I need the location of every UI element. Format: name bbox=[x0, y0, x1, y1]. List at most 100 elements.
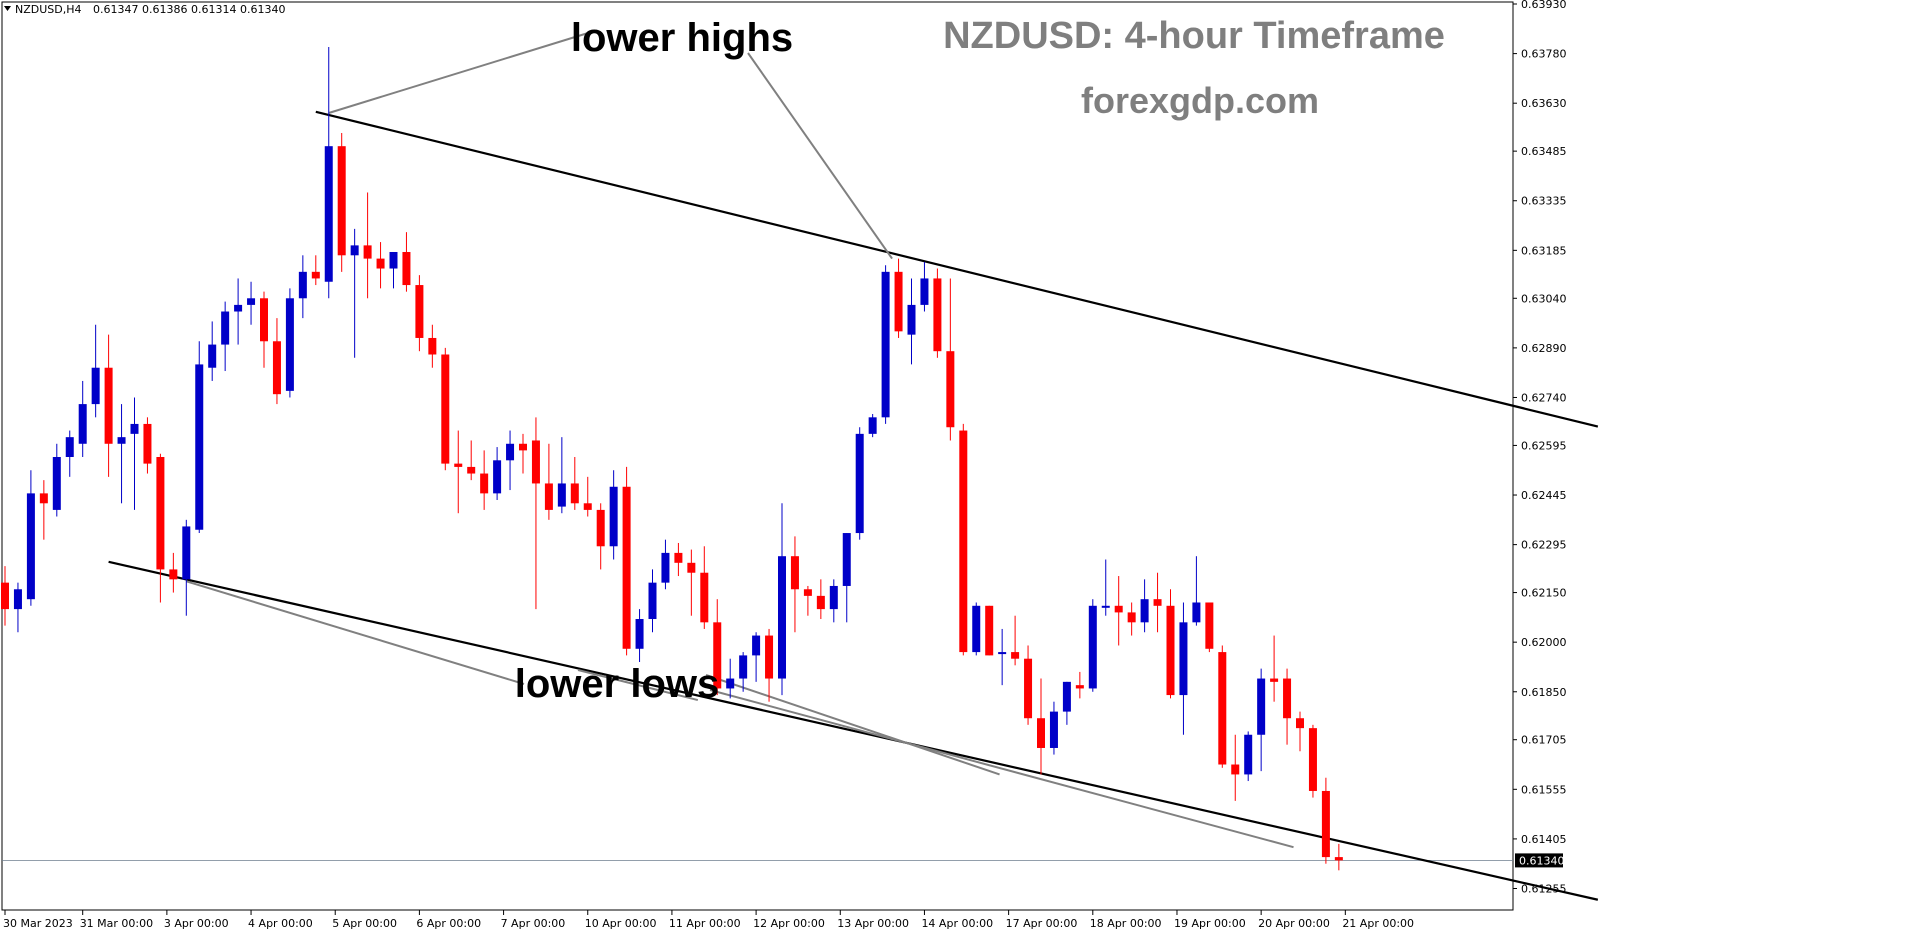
candle bbox=[1205, 602, 1214, 653]
candle bbox=[1024, 645, 1033, 725]
x-tick-label: 3 Apr 00:00 bbox=[164, 917, 229, 930]
candle bbox=[1037, 678, 1045, 775]
candle bbox=[156, 453, 165, 603]
trendline-lower[interactable] bbox=[108, 560, 1599, 901]
candle-body bbox=[221, 311, 230, 345]
candle bbox=[713, 599, 722, 696]
y-tick-label: 0.63040 bbox=[1521, 292, 1567, 305]
y-tick-label: 0.63485 bbox=[1521, 145, 1567, 158]
y-tick-label: 0.62295 bbox=[1521, 539, 1567, 552]
pointer-lower-lows-4 bbox=[709, 689, 1294, 849]
candle bbox=[1088, 599, 1097, 692]
ohlc-readout: 0.61347 0.61386 0.61314 0.61340 bbox=[93, 3, 285, 16]
candle bbox=[920, 261, 929, 312]
candle-body bbox=[1127, 612, 1136, 623]
candle-body bbox=[350, 245, 359, 256]
candle-body bbox=[260, 298, 268, 342]
candle bbox=[415, 275, 424, 352]
candle-body bbox=[234, 304, 243, 312]
candle-body bbox=[363, 245, 372, 259]
y-tick-label: 0.62595 bbox=[1521, 439, 1567, 452]
candle-body bbox=[816, 595, 825, 610]
x-tick-label: 18 Apr 00:00 bbox=[1090, 917, 1162, 930]
candle bbox=[985, 605, 994, 656]
candle bbox=[972, 602, 981, 656]
candle-body bbox=[480, 473, 489, 494]
candle bbox=[1127, 602, 1136, 636]
candle-body bbox=[1283, 678, 1292, 719]
candle-body bbox=[1334, 857, 1343, 861]
candle bbox=[687, 549, 696, 616]
candle bbox=[1334, 843, 1343, 871]
candle bbox=[130, 397, 139, 510]
candle-body bbox=[648, 582, 657, 620]
candle bbox=[26, 470, 35, 606]
candle bbox=[1179, 602, 1188, 735]
candle-body bbox=[674, 552, 683, 563]
y-tick-label: 0.63335 bbox=[1521, 195, 1567, 208]
candle-body bbox=[506, 443, 515, 461]
x-tick-label: 6 Apr 00:00 bbox=[416, 917, 481, 930]
x-tick-label: 4 Apr 00:00 bbox=[248, 917, 313, 930]
x-tick-label: 21 Apr 00:00 bbox=[1342, 917, 1414, 930]
candle-body bbox=[169, 569, 178, 580]
candle-body bbox=[959, 430, 968, 653]
candle-body bbox=[1166, 605, 1175, 696]
chart-frame bbox=[1, 1, 1514, 911]
candle-body bbox=[1062, 681, 1071, 712]
candle-body bbox=[803, 589, 812, 596]
candle bbox=[195, 341, 204, 534]
candle bbox=[454, 430, 463, 514]
candle-body bbox=[454, 463, 463, 467]
candle bbox=[506, 430, 515, 491]
candle bbox=[441, 347, 450, 471]
candle bbox=[260, 291, 268, 368]
candle bbox=[208, 321, 217, 381]
y-tick-label: 0.62890 bbox=[1521, 342, 1567, 355]
candle-body bbox=[544, 483, 553, 510]
candle-body bbox=[1049, 711, 1058, 748]
candle bbox=[1283, 668, 1292, 745]
triangle-down-icon[interactable] bbox=[4, 6, 11, 11]
candle-body bbox=[1088, 605, 1097, 689]
trendlines[interactable] bbox=[108, 110, 1599, 901]
candle bbox=[829, 579, 838, 623]
candle bbox=[78, 380, 87, 457]
candle-body bbox=[1270, 678, 1279, 682]
time-axis[interactable]: 30 Mar 2023 31 Mar 00:00 3 Apr 00:00 4 Apr … bbox=[3, 910, 1414, 930]
candle-body bbox=[1205, 602, 1214, 649]
candle-body bbox=[972, 605, 981, 653]
candle bbox=[221, 301, 230, 372]
price-axis[interactable]: 0.63930 0.63780 0.63630 0.63485 0.63335 0.631… bbox=[1513, 0, 1567, 896]
candle bbox=[1231, 734, 1240, 801]
y-tick-label: 0.61555 bbox=[1521, 783, 1567, 796]
candle bbox=[674, 542, 683, 577]
candle bbox=[661, 539, 670, 590]
candle bbox=[402, 232, 411, 292]
candle bbox=[1062, 681, 1071, 725]
candle-body bbox=[855, 433, 864, 534]
candle-body bbox=[1037, 718, 1045, 748]
y-tick-label: 0.62000 bbox=[1521, 636, 1567, 649]
lower-highs-label: lower highs bbox=[571, 16, 793, 60]
candle bbox=[39, 480, 48, 540]
candle-body bbox=[272, 341, 281, 395]
candle-body bbox=[596, 509, 605, 547]
pointer-lower-highs-2 bbox=[747, 52, 893, 260]
candle bbox=[557, 437, 566, 514]
y-tick-label: 0.63185 bbox=[1521, 244, 1567, 257]
candle bbox=[946, 278, 955, 441]
candle-body bbox=[778, 556, 786, 679]
candle bbox=[1101, 559, 1110, 616]
candle-body bbox=[531, 440, 540, 484]
candle bbox=[480, 450, 489, 510]
candle bbox=[1192, 556, 1201, 626]
candle-body bbox=[933, 278, 942, 352]
trendline-upper[interactable] bbox=[315, 110, 1599, 428]
candle-body bbox=[78, 404, 87, 444]
candle-body bbox=[1, 582, 9, 610]
candle-body bbox=[376, 258, 385, 269]
candle-body bbox=[713, 622, 722, 689]
